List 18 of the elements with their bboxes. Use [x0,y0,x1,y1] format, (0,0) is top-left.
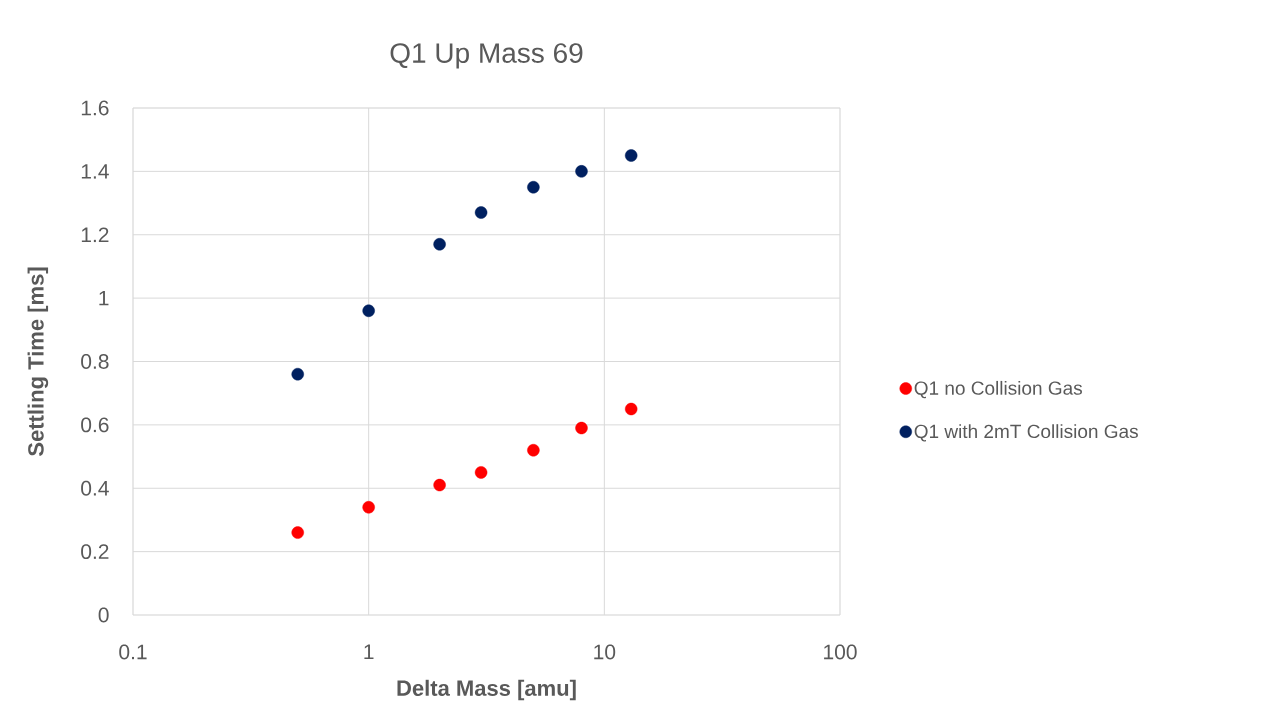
legend-label: Q1 with 2mT Collision Gas [914,424,1138,442]
y-tick-label: 0.8 [81,354,109,369]
x-tick-label: 1 [364,644,374,659]
chart-title: Q1 Up Mass 69 [390,43,583,69]
y-tick-label: 0.6 [81,417,109,433]
y-axis-title: Settling Time [ms] [27,267,49,456]
y-tick-label: 0.4 [81,480,109,496]
x-tick-label: 10 [594,644,616,660]
y-tick-label: 0.2 [81,544,109,560]
y-tick-label: 1.2 [81,227,109,243]
x-tick-label: 0.1 [119,644,147,660]
y-tick-label: 1 [99,290,109,306]
y-tick-label: 1.6 [81,100,109,116]
x-tick-label: 100 [824,644,857,660]
legend-label: Q1 no Collision Gas [914,380,1082,399]
x-axis-title: Delta Mass [amu] [397,679,576,701]
y-tick-label: 1.4 [81,164,109,179]
y-tick-label: 0 [98,607,109,623]
